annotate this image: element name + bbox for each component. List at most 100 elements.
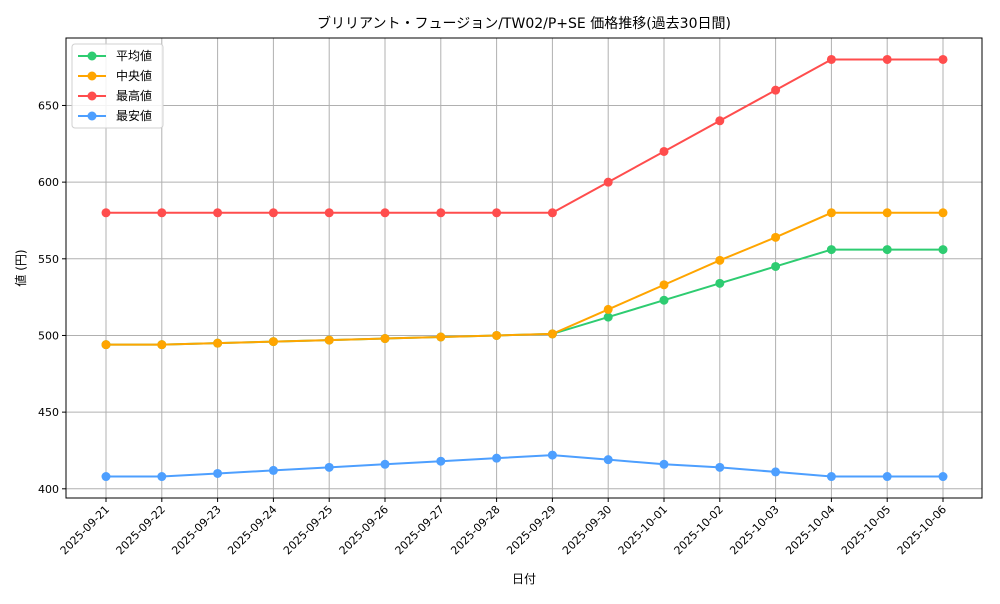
data-point <box>547 329 557 339</box>
data-point <box>771 261 781 271</box>
data-point <box>157 340 167 350</box>
data-point <box>771 85 781 95</box>
data-point <box>826 245 836 255</box>
data-point <box>268 465 278 475</box>
x-tick-label: 2025-10-01 <box>616 503 670 557</box>
series-平均値 <box>101 245 948 350</box>
legend-marker <box>87 91 97 101</box>
data-point <box>547 208 557 218</box>
data-point <box>213 338 223 348</box>
x-tick-label: 2025-09-28 <box>448 503 502 557</box>
data-point <box>938 245 948 255</box>
data-point <box>324 335 334 345</box>
x-tick-label: 2025-09-22 <box>114 503 168 557</box>
series-中央値 <box>101 208 948 350</box>
x-axis-label: 日付 <box>512 572 536 586</box>
x-axis: 2025-09-21 2025-09-22 2025-09-23 2025-09-24… <box>58 498 949 557</box>
data-point <box>492 453 502 463</box>
data-point <box>492 208 502 218</box>
data-point <box>603 455 613 465</box>
y-axis: 400 450 500 550 600 650 <box>38 99 66 496</box>
x-tick-label: 2025-09-27 <box>393 503 447 557</box>
x-tick-label: 2025-09-26 <box>337 503 391 557</box>
data-point <box>101 208 111 218</box>
data-point <box>436 208 446 218</box>
y-tick-label: 600 <box>38 176 59 189</box>
plot-frame <box>65 37 983 499</box>
legend-label: 最安値 <box>116 108 152 123</box>
data-point <box>157 208 167 218</box>
x-tick-label: 2025-10-04 <box>783 503 837 557</box>
grid <box>66 38 982 498</box>
legend-box <box>71 43 164 129</box>
x-tick-label: 2025-09-21 <box>58 503 112 557</box>
series-line <box>106 58 943 214</box>
x-tick-label: 2025-09-29 <box>504 503 558 557</box>
data-point <box>715 255 725 265</box>
data-point <box>659 459 669 469</box>
series-最安値 <box>101 450 948 482</box>
y-tick-label: 500 <box>38 329 59 342</box>
x-tick-label: 2025-09-23 <box>169 503 223 557</box>
data-point <box>268 208 278 218</box>
data-point <box>715 116 725 126</box>
chart-title: ブリリアント・フュージョン/TW02/P+SE 価格推移(過去30日間) <box>317 15 731 32</box>
legend-marker <box>87 51 97 61</box>
legend-label: 最高値 <box>116 88 152 103</box>
legend-marker <box>87 111 97 121</box>
data-point <box>157 472 167 482</box>
legend-marker <box>87 71 97 81</box>
legend-label: 平均値 <box>116 48 152 63</box>
x-tick-label: 2025-09-25 <box>281 503 335 557</box>
data-point <box>715 462 725 472</box>
series-line <box>106 454 943 478</box>
series-line <box>106 211 943 346</box>
x-tick-label: 2025-10-02 <box>672 503 726 557</box>
data-point <box>826 54 836 64</box>
data-point <box>380 208 390 218</box>
data-point <box>938 54 948 64</box>
series-最高値 <box>101 54 948 218</box>
data-point <box>436 456 446 466</box>
data-point <box>938 472 948 482</box>
y-tick-label: 450 <box>38 406 59 419</box>
x-tick-label: 2025-10-03 <box>727 503 781 557</box>
y-tick-label: 650 <box>38 99 59 112</box>
series-line <box>106 248 943 346</box>
data-point <box>436 332 446 342</box>
x-tick-label: 2025-09-24 <box>225 503 279 557</box>
data-point <box>213 208 223 218</box>
data-point <box>547 450 557 460</box>
legend-label: 中央値 <box>116 68 152 83</box>
x-tick-label: 2025-10-05 <box>839 503 893 557</box>
y-tick-label: 550 <box>38 253 59 266</box>
data-point <box>659 295 669 305</box>
data-point <box>101 340 111 350</box>
data-point <box>826 208 836 218</box>
x-tick-label: 2025-10-06 <box>895 503 949 557</box>
series-group <box>101 54 948 482</box>
data-point <box>882 472 892 482</box>
data-point <box>213 468 223 478</box>
data-point <box>268 337 278 347</box>
x-tick-label: 2025-09-30 <box>560 503 614 557</box>
data-point <box>324 462 334 472</box>
y-tick-label: 400 <box>38 483 59 496</box>
data-point <box>882 54 892 64</box>
data-point <box>938 208 948 218</box>
data-point <box>882 208 892 218</box>
data-point <box>771 467 781 477</box>
data-point <box>380 334 390 344</box>
data-point <box>882 245 892 255</box>
data-point <box>659 280 669 290</box>
data-point <box>324 208 334 218</box>
data-point <box>715 278 725 288</box>
data-point <box>771 232 781 242</box>
data-point <box>101 472 111 482</box>
data-point <box>603 312 613 322</box>
data-point <box>492 330 502 340</box>
data-point <box>603 177 613 187</box>
